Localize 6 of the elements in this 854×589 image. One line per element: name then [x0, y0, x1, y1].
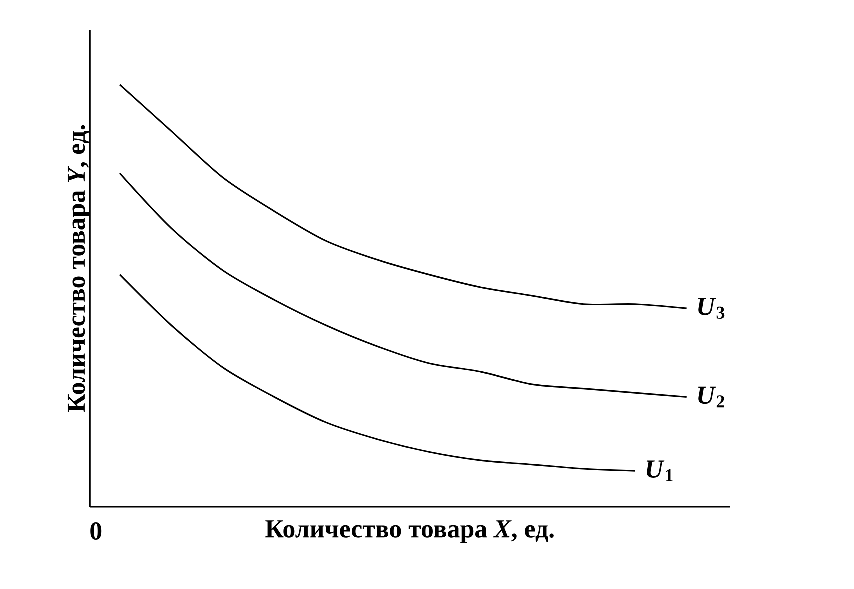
- series-label: U$_{2}$: [698, 386, 724, 408]
- series-label: U$_{1}$: [646, 460, 673, 482]
- y-axis-title: Количество товара Y, ед.: [68, 125, 90, 412]
- text: 0: [90, 522, 102, 540]
- series-label: U$_{3}$: [698, 298, 725, 320]
- x-axis-title: Количество товара X, ед.: [266, 520, 554, 544]
